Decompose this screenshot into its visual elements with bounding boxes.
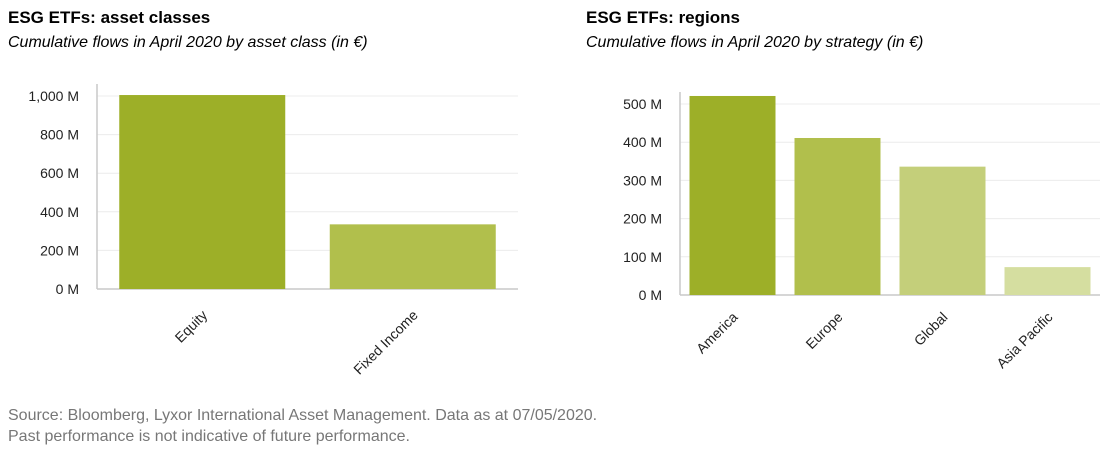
source-line: Source: Bloomberg, Lyxor International A…: [8, 407, 598, 424]
x-category-label: Europe: [802, 309, 845, 352]
x-category-label: America: [693, 309, 741, 357]
chart-subtitle: Cumulative flows in April 2020 by strate…: [586, 34, 924, 51]
bar-america: [689, 95, 776, 295]
y-tick-label: 100 M: [623, 249, 662, 265]
y-tick-label: 300 M: [623, 172, 662, 188]
bar-equity: [119, 95, 286, 289]
y-tick-label: 400 M: [40, 204, 79, 220]
y-tick-label: 0 M: [56, 281, 79, 297]
y-tick-label: 600 M: [40, 165, 79, 181]
disclaimer-line: Past performance is not indicative of fu…: [8, 428, 410, 445]
x-category-label: Equity: [172, 307, 211, 346]
chart-asset-classes: ESG ETFs: asset classes Cumulative flows…: [0, 0, 560, 400]
y-tick-label: 200 M: [623, 211, 662, 227]
bar-fixed-income: [329, 224, 496, 289]
y-tick-label: 0 M: [639, 287, 662, 303]
x-category-label: Fixed Income: [350, 307, 421, 378]
x-category-label: Global: [911, 309, 951, 349]
chart-regions: ESG ETFs: regions Cumulative flows in Ap…: [584, 0, 1112, 400]
y-tick-label: 1,000 M: [28, 88, 79, 104]
y-tick-label: 500 M: [623, 96, 662, 112]
bar-europe: [794, 137, 881, 295]
y-tick-label: 200 M: [40, 242, 79, 258]
x-category-label: Asia Pacific: [993, 309, 1055, 371]
y-tick-label: 400 M: [623, 134, 662, 150]
bar-global: [899, 166, 986, 295]
chart-title: ESG ETFs: regions: [586, 8, 740, 27]
chart-subtitle: Cumulative flows in April 2020 by asset …: [8, 34, 368, 51]
y-tick-label: 800 M: [40, 127, 79, 143]
asset-classes-plot: 0 M 200 M 400 M 600 M 800 M 1,000 M Equity Fixe…: [28, 84, 518, 378]
regions-plot: 0 M 100 M 200 M 300 M 400 M 500 M America Europ…: [623, 92, 1100, 371]
bar-asia-pacific: [1004, 267, 1091, 295]
chart-title: ESG ETFs: asset classes: [8, 8, 211, 27]
source-note: Source: Bloomberg, Lyxor International A…: [8, 405, 597, 447]
